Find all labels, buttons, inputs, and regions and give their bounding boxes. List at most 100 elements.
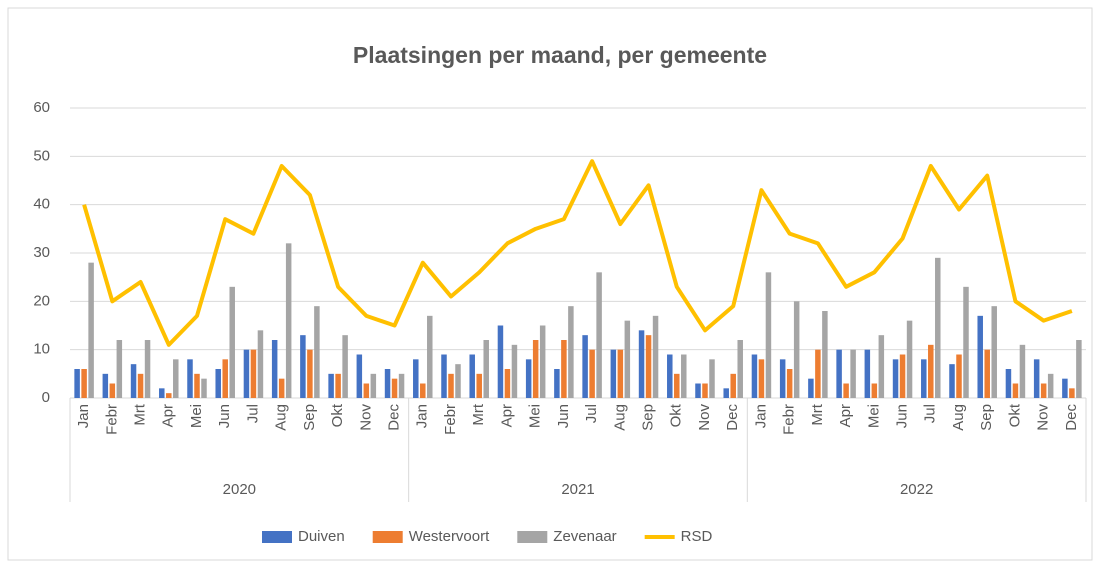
x-tick-label: Jan — [414, 404, 431, 428]
x-tick-label: Sep — [640, 404, 657, 431]
bar — [455, 364, 461, 398]
x-tick-label: Jul — [583, 404, 600, 423]
bar — [201, 378, 207, 398]
bar — [384, 369, 391, 398]
y-tick-label: 30 — [33, 244, 50, 261]
bar — [582, 335, 588, 398]
bar — [751, 354, 758, 398]
x-tick-label: Nov — [357, 404, 374, 431]
y-tick-label: 20 — [33, 292, 50, 309]
bar — [709, 359, 715, 398]
bar — [328, 373, 334, 398]
bar — [243, 349, 250, 398]
x-tick-label: Aug — [950, 404, 967, 431]
x-tick-label: Mrt — [132, 403, 149, 425]
bar — [702, 383, 708, 398]
bar — [88, 262, 94, 398]
bar — [130, 364, 137, 398]
bar — [173, 359, 179, 398]
bar — [617, 349, 624, 398]
bar — [638, 330, 645, 398]
bar — [1040, 383, 1047, 398]
bar — [1062, 378, 1068, 398]
y-tick-label: 40 — [33, 196, 50, 213]
x-tick-label: Mei — [865, 404, 882, 428]
bar — [1012, 383, 1019, 398]
bar — [74, 369, 80, 398]
x-tick-label: Okt — [1006, 403, 1023, 427]
bar — [159, 388, 165, 398]
bar — [596, 272, 602, 398]
x-tick-label: Nov — [696, 404, 713, 431]
bar — [137, 373, 144, 398]
legend-label: RSD — [681, 528, 713, 545]
bar — [469, 354, 475, 398]
bar — [949, 364, 955, 398]
bar — [695, 383, 701, 398]
bar — [504, 369, 511, 398]
x-tick-label: Jun — [555, 404, 572, 428]
bar — [356, 354, 363, 398]
legend-swatch — [262, 531, 292, 543]
x-tick-label: Febr — [103, 404, 120, 435]
bar — [250, 349, 257, 398]
bar — [871, 383, 878, 398]
bar — [222, 359, 228, 398]
bar — [1069, 388, 1075, 398]
x-tick-label: Dec — [724, 404, 741, 431]
bar — [483, 340, 489, 398]
bar — [928, 344, 934, 398]
bar — [977, 315, 983, 398]
bar — [285, 243, 292, 398]
bar — [532, 340, 539, 398]
bar — [984, 349, 990, 398]
bar — [420, 383, 426, 398]
bar — [144, 340, 151, 398]
x-tick-label: Jan — [75, 404, 92, 428]
bar — [271, 340, 278, 398]
bar — [843, 383, 849, 398]
legend-label: Zevenaar — [553, 528, 616, 545]
bar — [793, 301, 800, 398]
chart-title: Plaatsingen per maand, per gemeente — [353, 42, 767, 68]
x-tick-label: Nov — [1035, 404, 1052, 431]
x-tick-label: Jul — [244, 404, 261, 423]
x-tick-label: Aug — [273, 404, 290, 431]
group-label: 2020 — [223, 481, 256, 498]
bar — [278, 378, 285, 398]
bar — [1047, 373, 1054, 398]
bar — [391, 378, 398, 398]
group-label: 2022 — [900, 481, 933, 498]
bar — [427, 315, 433, 398]
bar — [815, 349, 821, 398]
legend-swatch — [517, 531, 548, 543]
x-tick-label: Mei — [188, 404, 205, 428]
bar — [723, 388, 729, 398]
x-tick-label: Dec — [1063, 404, 1080, 431]
x-tick-label: Jan — [752, 404, 769, 428]
bar — [187, 359, 193, 398]
bar — [1076, 340, 1082, 398]
bar — [413, 359, 419, 398]
bar — [568, 306, 574, 398]
bar — [822, 311, 828, 398]
bar — [758, 359, 765, 398]
bar — [215, 369, 221, 398]
bar — [899, 354, 906, 398]
bar — [525, 359, 532, 398]
bar — [737, 340, 743, 398]
bar — [610, 349, 617, 398]
bar — [730, 373, 736, 398]
bar — [963, 286, 969, 398]
bar — [194, 373, 200, 398]
y-tick-label: 50 — [33, 147, 50, 164]
x-tick-label: Okt — [668, 403, 685, 427]
bar — [448, 373, 454, 398]
bar — [370, 373, 377, 398]
bar — [257, 330, 264, 398]
x-tick-label: Mrt — [809, 403, 826, 425]
bar — [878, 335, 885, 398]
bar — [307, 349, 313, 398]
bar — [808, 378, 814, 398]
bar — [497, 325, 504, 398]
